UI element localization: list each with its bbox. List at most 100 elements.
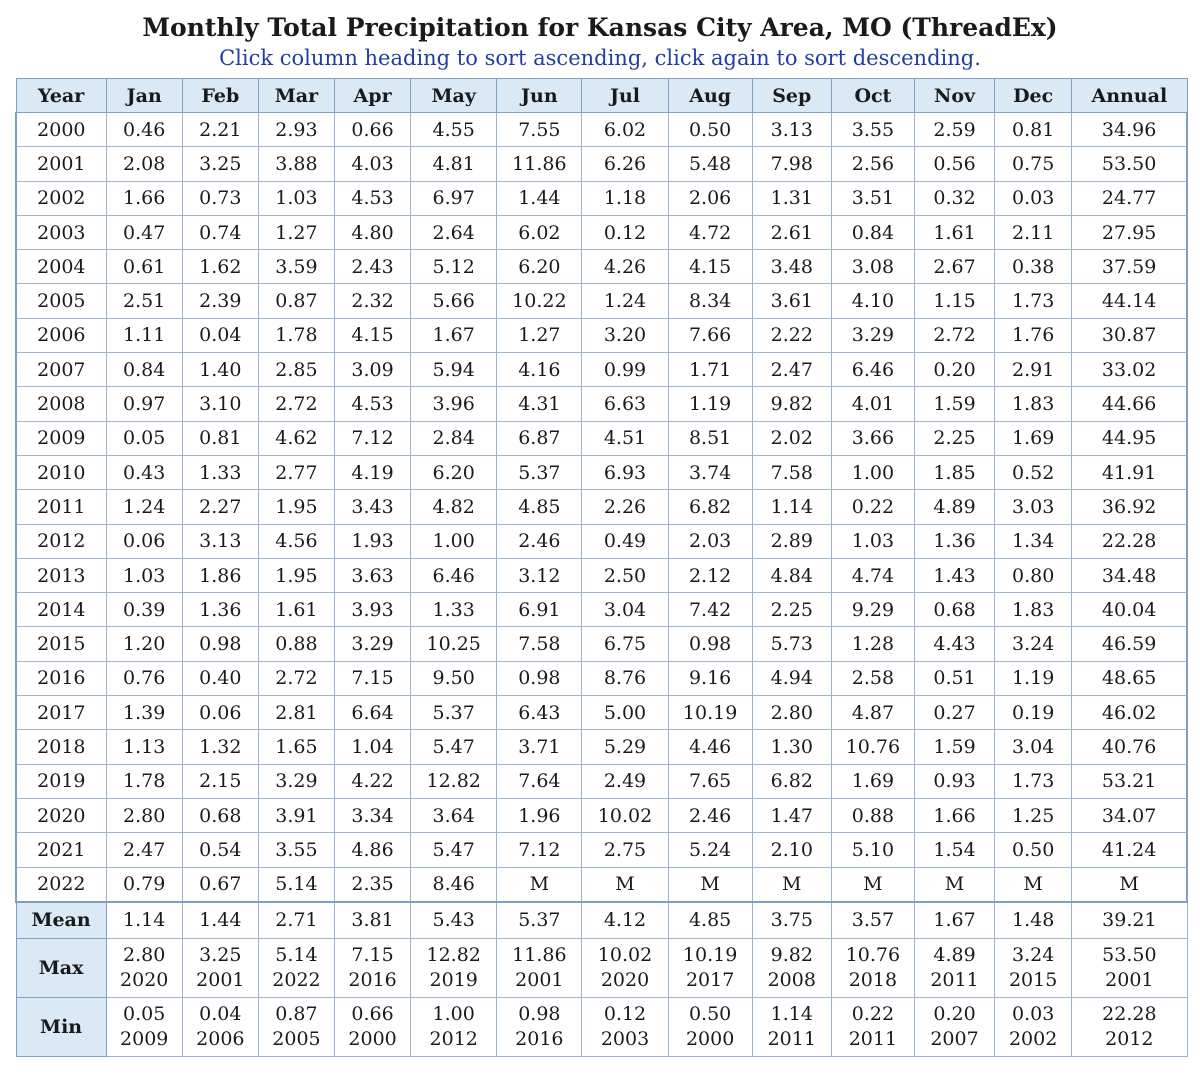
- precip-cell: 1.76: [994, 317, 1073, 354]
- precip-cell: 0.88: [830, 797, 915, 834]
- max-year: 2015: [1008, 968, 1058, 991]
- table-row: 2022 0.79 0.67 5.14 2.35 8.46 M M M M M M M M: [14, 866, 1189, 903]
- precip-cell: 3.24: [994, 626, 1073, 662]
- precip-cell: 4.89: [913, 489, 996, 525]
- max-year: 2018: [848, 968, 898, 991]
- min-value: 0.04: [199, 1002, 242, 1025]
- precip-cell: 1.69: [994, 420, 1073, 456]
- precip-cell: 4.31: [496, 386, 583, 422]
- precip-cell: 1.30: [751, 729, 832, 765]
- precip-cell: 5.14: [257, 866, 336, 903]
- column-header-mar[interactable]: Mar: [257, 78, 336, 113]
- column-header-aug[interactable]: Aug: [667, 78, 753, 113]
- precip-cell: 2.93: [257, 111, 336, 148]
- precip-cell: 8.34: [667, 283, 753, 319]
- precip-cell: 5.66: [410, 283, 498, 319]
- year-cell: 2020: [14, 797, 107, 834]
- min-year: 2011: [767, 1027, 816, 1050]
- precip-cell: 1.73: [994, 283, 1073, 319]
- column-header-year[interactable]: Year: [15, 78, 107, 113]
- mean-cell: 3.57: [830, 900, 915, 939]
- precip-cell: 1.73: [994, 763, 1073, 799]
- column-header-jan[interactable]: Jan: [105, 78, 183, 113]
- max-value: 53.50: [1102, 943, 1157, 966]
- precip-cell: 3.29: [334, 626, 412, 662]
- precip-cell: 4.62: [257, 420, 336, 456]
- annual-cell: M: [1071, 866, 1189, 903]
- max-year: 2011: [930, 968, 979, 991]
- precip-cell: 0.50: [994, 832, 1073, 868]
- precip-cell: 1.78: [257, 317, 336, 354]
- precip-cell: 4.85: [496, 489, 583, 525]
- precip-cell: 2.46: [667, 797, 753, 834]
- precip-cell: 1.27: [257, 214, 336, 251]
- max-year: 2022: [272, 968, 321, 991]
- min-year: 2016: [515, 1027, 564, 1050]
- column-header-may[interactable]: May: [410, 78, 498, 113]
- precip-cell: 2.32: [334, 283, 412, 319]
- precip-cell: M: [994, 866, 1073, 903]
- column-header-jun[interactable]: Jun: [496, 78, 583, 113]
- precip-cell: 0.97: [105, 386, 183, 422]
- precip-cell: 6.82: [751, 763, 832, 799]
- column-header-feb[interactable]: Feb: [181, 78, 259, 113]
- max-cell: 53.50 2001: [1071, 937, 1188, 998]
- precip-cell: 1.32: [181, 729, 259, 765]
- year-cell: 2000: [14, 111, 107, 148]
- precip-cell: 1.19: [994, 660, 1073, 697]
- min-cell: 0.05 2009: [105, 996, 183, 1057]
- min-year: 2006: [196, 1027, 245, 1050]
- precip-cell: 4.84: [751, 557, 832, 594]
- column-header-jul[interactable]: Jul: [581, 78, 669, 113]
- precip-cell: 1.86: [181, 557, 259, 594]
- annual-cell: 41.91: [1071, 454, 1189, 491]
- precip-cell: 0.76: [105, 660, 183, 697]
- precip-cell: 4.56: [257, 523, 336, 559]
- year-cell: 2013: [14, 557, 107, 594]
- precip-cell: 2.89: [751, 523, 832, 559]
- column-header-sep[interactable]: Sep: [751, 78, 832, 113]
- max-value: 5.14: [275, 943, 318, 966]
- precip-cell: 0.54: [181, 832, 259, 868]
- year-cell: 2001: [14, 146, 107, 182]
- precip-cell: 6.02: [496, 214, 583, 251]
- mean-value: 4.12: [603, 908, 647, 931]
- precip-cell: 5.12: [410, 249, 498, 285]
- precip-cell: 0.93: [913, 763, 996, 799]
- precip-cell: 0.51: [913, 660, 996, 697]
- column-header-nov[interactable]: Nov: [913, 78, 996, 113]
- precip-cell: 0.04: [181, 317, 259, 354]
- min-year: 2009: [120, 1027, 169, 1050]
- column-header-apr[interactable]: Apr: [334, 78, 412, 113]
- precip-cell: 5.29: [581, 729, 669, 765]
- column-header-dec[interactable]: Dec: [994, 78, 1073, 113]
- mean-cell: 1.67: [913, 900, 996, 939]
- precipitation-table: Year Jan Feb Mar Apr May Jun Jul Aug Sep Oct Nov Dec…: [14, 78, 1189, 1057]
- year-cell: 2011: [14, 489, 107, 525]
- precip-cell: 0.74: [181, 214, 259, 251]
- precip-cell: 2.21: [181, 111, 259, 148]
- precip-cell: 12.82: [410, 763, 498, 799]
- max-year: 2019: [429, 968, 478, 991]
- precip-cell: 2.59: [913, 111, 996, 148]
- mean-value: 3.75: [770, 908, 813, 931]
- column-header-oct[interactable]: Oct: [830, 78, 915, 113]
- max-cell: 4.89 2011: [913, 937, 996, 998]
- precip-cell: 0.50: [667, 111, 753, 148]
- annual-cell: 44.14: [1071, 283, 1189, 319]
- precip-cell: 3.51: [830, 180, 915, 216]
- precip-cell: 1.31: [751, 180, 832, 216]
- precip-cell: 1.33: [410, 592, 498, 628]
- precip-cell: 2.80: [751, 695, 832, 731]
- precip-cell: 0.56: [913, 146, 996, 182]
- annual-cell: 27.95: [1071, 214, 1189, 251]
- precip-cell: 4.51: [581, 420, 669, 456]
- precip-cell: 0.40: [181, 660, 259, 697]
- precip-cell: 4.81: [410, 146, 498, 182]
- year-cell: 2015: [14, 626, 107, 662]
- column-header-annual[interactable]: Annual: [1071, 78, 1188, 113]
- min-cell: 1.14 2011: [751, 996, 832, 1057]
- precip-cell: 1.19: [667, 386, 753, 422]
- min-value: 0.22: [851, 1002, 895, 1025]
- min-cell: 0.50 2000: [667, 996, 753, 1057]
